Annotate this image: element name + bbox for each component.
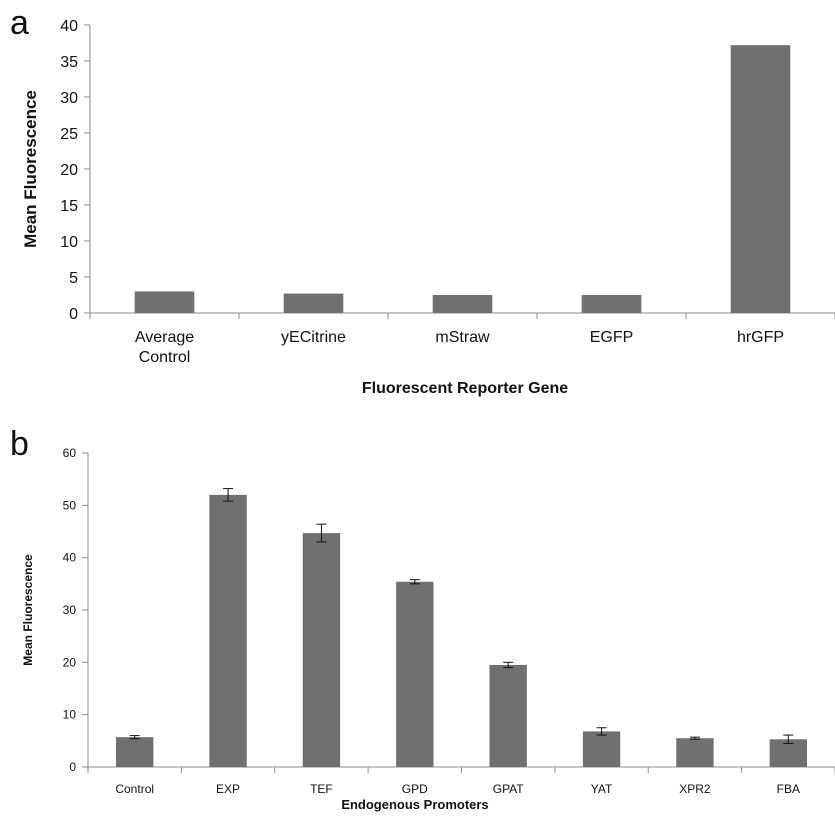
- chart-b-x-tick-label: GPD: [402, 782, 428, 796]
- chart-a-x-tick-label: mStraw: [435, 329, 490, 346]
- chart-a-x-tick-label: Average: [135, 329, 194, 346]
- chart-b-y-tick-label: 0: [69, 760, 76, 774]
- chart-a-y-tick-label: 0: [69, 306, 78, 323]
- chart-b-y-tick-label: 60: [63, 446, 77, 460]
- chart-a-bar: [730, 45, 791, 313]
- chart-b-x-axis-title: Endogenous Promoters: [341, 797, 488, 812]
- chart-a-y-tick-label: 40: [60, 18, 78, 35]
- chart-b-x-tick-label: TEF: [310, 782, 333, 796]
- chart-b-bar: [116, 737, 154, 767]
- bar-chart-b: 0 10 20 30 40 50 60 Control EXP TEF GPD GPAT YAT XPR2…: [21, 446, 835, 812]
- chart-a-bar: [134, 291, 195, 313]
- chart-b-bar: [676, 738, 714, 767]
- chart-a-y-tick-label: 20: [60, 162, 78, 179]
- chart-a-y-tick-label: 25: [60, 126, 78, 143]
- chart-b-bar: [302, 533, 341, 767]
- chart-b-bar: [209, 494, 247, 767]
- chart-b-x-tick-label: GPAT: [493, 782, 525, 796]
- chart-b-x-tick-label: FBA: [777, 782, 800, 796]
- chart-b-x-tick-label: XPR2: [679, 782, 711, 796]
- chart-a-y-tick-label: 5: [69, 270, 78, 287]
- chart-b-x-tick-label: EXP: [216, 782, 240, 796]
- chart-a-y-tick-label: 15: [60, 198, 78, 215]
- chart-a-y-tick-label: 10: [60, 234, 78, 251]
- chart-a-bar: [581, 295, 642, 313]
- chart-b-y-tick-label: 20: [63, 655, 77, 669]
- chart-b-bar: [582, 731, 621, 767]
- chart-a-y-tick-label: 35: [60, 54, 78, 71]
- chart-b-x-tick-label: YAT: [591, 782, 613, 796]
- chart-a-bar: [432, 295, 493, 313]
- chart-b-y-tick-label: 10: [63, 708, 77, 722]
- chart-a-x-axis-title: Fluorescent Reporter Gene: [362, 380, 568, 397]
- chart-b-x-tick-label: Control: [115, 782, 154, 796]
- chart-a-y-axis-title: Mean Fluorescence: [21, 90, 40, 248]
- bar-chart-a: 0 5 10 15 20 25 30 35 40 Average Control yECitrine m…: [21, 18, 835, 397]
- chart-b-y-tick-label: 30: [63, 603, 77, 617]
- chart-b-bar: [489, 664, 527, 767]
- chart-b-y-axis-title: Mean Fluorescence: [21, 554, 35, 666]
- chart-a-y-tick-label: 30: [60, 90, 78, 107]
- chart-a-x-tick-label: EGFP: [590, 329, 634, 346]
- chart-b-bar: [396, 581, 434, 767]
- chart-panel-a: a 0 5 10 15 20 25 30 35 40 Average Control yECitrin…: [10, 4, 835, 397]
- chart-panel-b: b 0 10 20 30 40 50 60 Control EXP TEF GPD GPAT YAT XP…: [0, 415, 835, 827]
- panel-letter-a: a: [10, 4, 29, 42]
- chart-b-y-tick-label: 50: [63, 498, 77, 512]
- panel-letter-b: b: [10, 425, 29, 463]
- chart-a-bar: [283, 293, 344, 313]
- chart-a-x-tick-label: Control: [139, 349, 191, 366]
- chart-a-x-tick-label: yECitrine: [281, 329, 346, 346]
- chart-a-x-tick-label: hrGFP: [737, 329, 784, 346]
- chart-b-y-tick-label: 40: [63, 551, 77, 565]
